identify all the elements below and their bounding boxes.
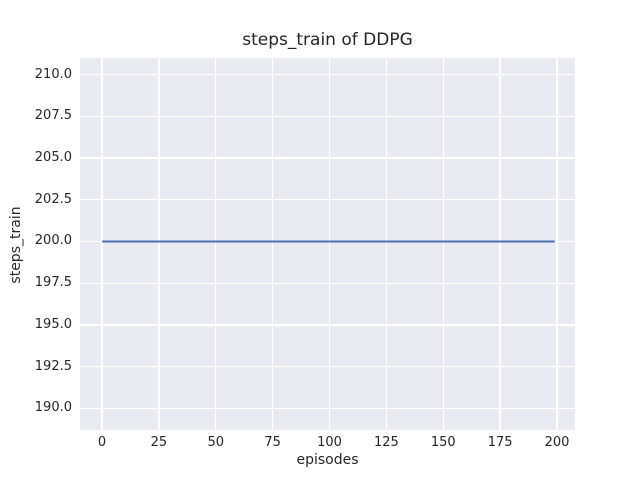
x-gridline [271, 58, 274, 430]
x-tick-label: 125 [373, 435, 399, 450]
x-tick-label: 150 [430, 435, 456, 450]
y-tick-label: 210.0 [34, 66, 72, 82]
y-tick-label: 205.0 [34, 150, 72, 166]
x-gridline [442, 58, 444, 430]
x-tick-label: 0 [97, 435, 107, 450]
plot-area [80, 58, 575, 430]
x-gridline [499, 58, 501, 430]
y-gridline [80, 157, 575, 159]
x-gridline [385, 58, 388, 430]
y-tick-label: 207.5 [34, 108, 72, 124]
y-tick-label: 195.0 [34, 316, 72, 332]
x-tick-label: 100 [317, 435, 342, 450]
x-tick-label: 175 [487, 435, 513, 450]
x-gridline [556, 58, 558, 430]
x-tick-label: 50 [207, 435, 225, 450]
y-gridline [80, 199, 575, 201]
chart-title: steps_train of DDPG [242, 30, 413, 50]
y-gridline [80, 324, 575, 326]
y-tick-label: 200.0 [34, 233, 72, 249]
series-line-layer [102, 240, 555, 243]
x-gridline [215, 58, 217, 430]
x-axis-label: episodes [296, 452, 359, 468]
y-tick-label: 202.5 [34, 191, 72, 207]
y-tick-label: 197.5 [34, 275, 72, 291]
x-gridline [328, 58, 331, 430]
y-gridline [80, 282, 575, 284]
y-gridline [80, 115, 575, 118]
y-gridline [80, 73, 575, 76]
y-gridline [80, 365, 575, 368]
x-tick-label: 25 [150, 435, 168, 450]
x-tick-label: 200 [544, 435, 570, 450]
x-gridline [101, 58, 103, 430]
x-tick-label: 75 [264, 435, 281, 450]
y-tick-label: 190.0 [34, 400, 72, 416]
y-gridline [80, 407, 575, 409]
x-gridline [158, 58, 160, 430]
y-tick-label: 192.5 [34, 358, 72, 374]
